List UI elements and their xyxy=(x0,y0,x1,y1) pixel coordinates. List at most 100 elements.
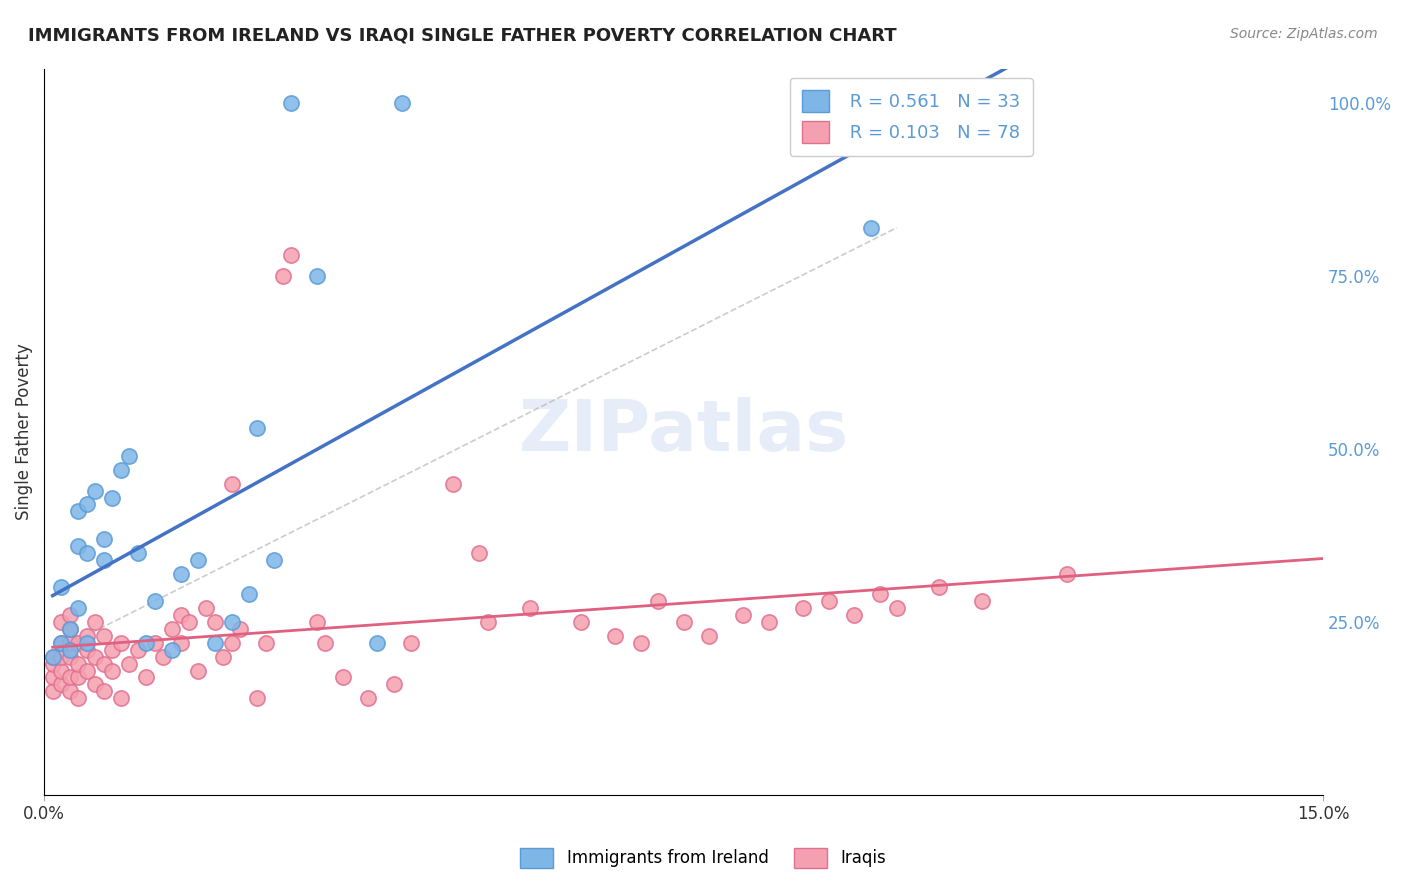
Point xyxy=(67,636,90,650)
Text: IMMIGRANTS FROM IRELAND VS IRAQI SINGLE FATHER POVERTY CORRELATION CHART: IMMIGRANTS FROM IRELAND VS IRAQI SINGLE … xyxy=(28,27,897,45)
Point xyxy=(101,664,124,678)
Point xyxy=(605,629,627,643)
Point xyxy=(41,684,63,698)
Point xyxy=(59,622,82,636)
Point xyxy=(135,636,157,650)
Point xyxy=(67,504,90,518)
Point xyxy=(127,546,149,560)
Point xyxy=(51,615,73,629)
Point xyxy=(118,449,141,463)
Point xyxy=(41,649,63,664)
Point xyxy=(305,269,328,284)
Point xyxy=(59,670,82,684)
Point xyxy=(59,622,82,636)
Point xyxy=(187,553,209,567)
Point xyxy=(160,622,183,636)
Point xyxy=(169,608,191,623)
Point xyxy=(229,622,252,636)
Point xyxy=(221,615,243,629)
Point xyxy=(195,601,218,615)
Point xyxy=(477,615,499,629)
Point xyxy=(135,670,157,684)
Point xyxy=(519,601,541,615)
Point xyxy=(84,483,107,498)
Point xyxy=(792,601,814,615)
Point xyxy=(143,594,166,608)
Point xyxy=(204,615,226,629)
Point xyxy=(1056,566,1078,581)
Point xyxy=(51,636,73,650)
Point xyxy=(93,629,115,643)
Point xyxy=(169,636,191,650)
Point xyxy=(67,601,90,615)
Point xyxy=(93,684,115,698)
Point xyxy=(221,636,243,650)
Point xyxy=(160,642,183,657)
Point xyxy=(468,546,491,560)
Point xyxy=(76,664,98,678)
Point xyxy=(246,421,269,435)
Point xyxy=(886,601,908,615)
Point xyxy=(187,664,209,678)
Point xyxy=(84,615,107,629)
Point xyxy=(41,649,63,664)
Point xyxy=(59,684,82,698)
Point xyxy=(928,581,950,595)
Point xyxy=(758,615,780,629)
Point xyxy=(647,594,669,608)
Point xyxy=(67,670,90,684)
Point xyxy=(204,636,226,650)
Point xyxy=(101,642,124,657)
Point xyxy=(152,649,174,664)
Point xyxy=(672,615,695,629)
Point xyxy=(143,636,166,650)
Point xyxy=(169,566,191,581)
Point xyxy=(569,615,592,629)
Point xyxy=(101,491,124,505)
Point xyxy=(366,636,388,650)
Point xyxy=(41,670,63,684)
Point xyxy=(93,532,115,546)
Point xyxy=(110,463,132,477)
Point xyxy=(51,677,73,691)
Point xyxy=(67,539,90,553)
Point xyxy=(51,649,73,664)
Point xyxy=(391,96,413,111)
Point xyxy=(127,642,149,657)
Text: Source: ZipAtlas.com: Source: ZipAtlas.com xyxy=(1230,27,1378,41)
Point xyxy=(59,608,82,623)
Text: ZIPatlas: ZIPatlas xyxy=(519,397,849,467)
Point xyxy=(51,581,73,595)
Point xyxy=(315,636,337,650)
Point xyxy=(93,553,115,567)
Point xyxy=(76,629,98,643)
Point xyxy=(254,636,277,650)
Point xyxy=(76,546,98,560)
Point xyxy=(860,220,883,235)
Point xyxy=(67,657,90,671)
Point xyxy=(93,657,115,671)
Point xyxy=(382,677,405,691)
Point xyxy=(280,96,302,111)
Y-axis label: Single Father Poverty: Single Father Poverty xyxy=(15,343,32,520)
Point xyxy=(41,657,63,671)
Point xyxy=(271,269,294,284)
Point xyxy=(246,691,269,706)
Point xyxy=(76,642,98,657)
Point xyxy=(51,636,73,650)
Point xyxy=(305,615,328,629)
Point xyxy=(59,649,82,664)
Point xyxy=(238,587,260,601)
Point xyxy=(869,587,891,601)
Point xyxy=(399,636,422,650)
Point xyxy=(733,608,755,623)
Legend:  R = 0.561   N = 33,  R = 0.103   N = 78: R = 0.561 N = 33, R = 0.103 N = 78 xyxy=(790,78,1033,156)
Point xyxy=(263,553,285,567)
Point xyxy=(59,636,82,650)
Point xyxy=(280,248,302,262)
Point xyxy=(844,608,866,623)
Point xyxy=(110,636,132,650)
Point xyxy=(76,498,98,512)
Point xyxy=(84,649,107,664)
Point xyxy=(817,594,839,608)
